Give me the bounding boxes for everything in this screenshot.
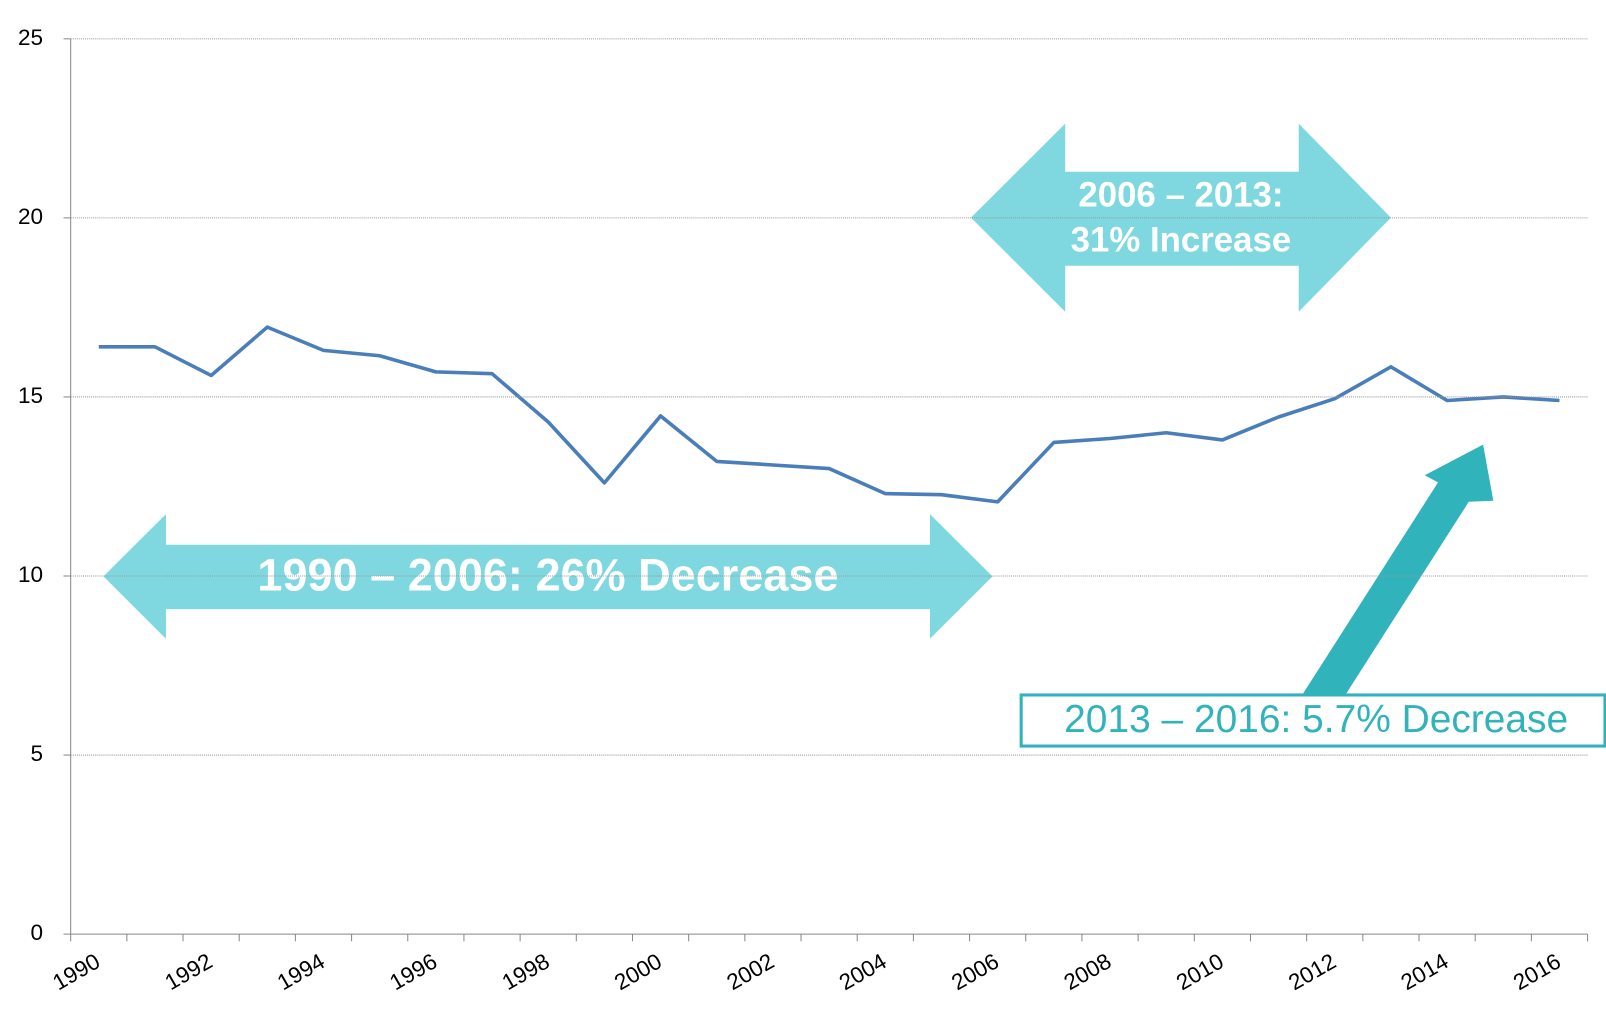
x-tick-label: 2002	[722, 949, 778, 996]
x-tick-label: 1996	[385, 949, 441, 996]
annotation-box	[1019, 693, 1606, 748]
x-tick-label: 2004	[835, 949, 891, 996]
data-line	[98, 325, 1560, 504]
x-tick-label: 2000	[610, 949, 666, 996]
y-tick-label: 10	[18, 562, 43, 587]
y-tick-label: 5	[30, 741, 43, 766]
annotation: 1990 – 2006: 26% Decrease	[257, 549, 838, 600]
x-tick-label: 2014	[1397, 949, 1453, 996]
y-tick-label: 25	[18, 25, 43, 50]
annotation: 31% Increase	[1071, 221, 1292, 259]
x-tick-label: 2010	[1172, 949, 1228, 996]
y-tick-label: 0	[30, 920, 43, 945]
y-tick-label: 20	[18, 204, 43, 229]
x-tick-label: 2016	[1509, 949, 1565, 996]
y-tick-label: 15	[18, 383, 43, 408]
x-tick-label: 1998	[498, 949, 554, 996]
annotation: 2013 – 2016: 5.7% Decrease	[1064, 698, 1568, 741]
pointer-arrow	[1295, 444, 1494, 725]
x-tick-label: 2008	[1060, 949, 1116, 996]
x-tick-label: 1994	[273, 949, 329, 996]
x-tick-label: 1990	[48, 949, 104, 996]
x-tick-label: 2012	[1284, 949, 1340, 996]
x-tick-label: 1992	[161, 949, 217, 996]
x-tick-label: 2006	[947, 949, 1003, 996]
annotation: 2006 – 2013:	[1078, 176, 1283, 214]
